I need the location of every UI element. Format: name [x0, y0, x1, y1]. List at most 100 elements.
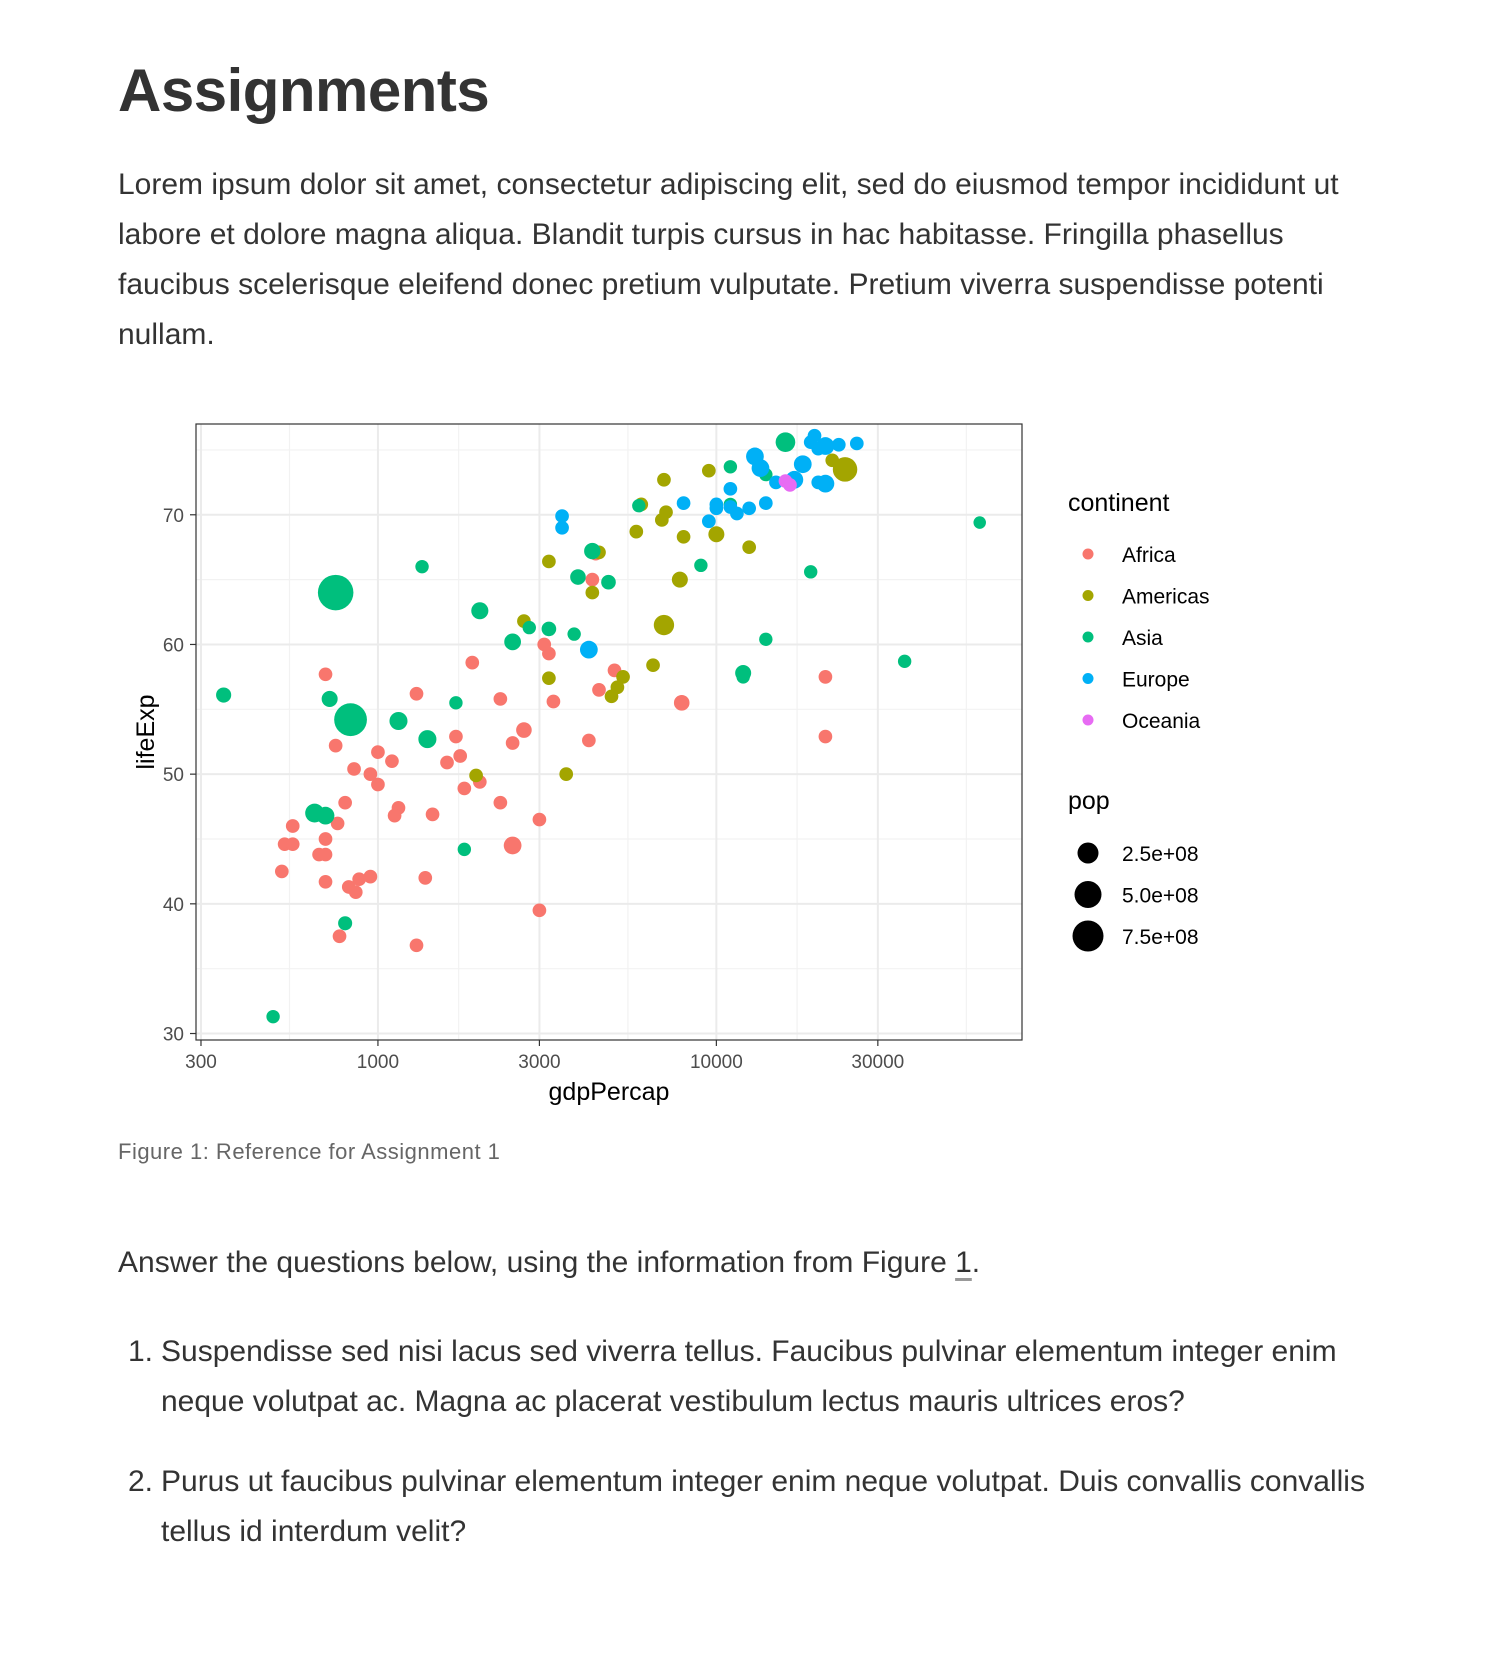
data-point-africa: [328, 738, 343, 753]
data-point-americas: [832, 457, 858, 482]
data-point-americas: [654, 513, 669, 527]
data-point-africa: [542, 646, 556, 661]
data-point-asia: [694, 558, 708, 573]
data-point-africa: [409, 938, 424, 953]
data-point-africa: [493, 795, 508, 810]
figure-1: 30 40 50 60 70 300 1000 3000 10000 30000 gdpPercap…: [118, 420, 1258, 1120]
legend-label-africa: Africa: [1122, 544, 1176, 567]
data-point-americas: [542, 671, 556, 686]
data-point-asia: [317, 574, 354, 611]
y-tick-label: 30: [163, 1025, 184, 1046]
data-point-asia: [541, 621, 557, 637]
data-point-africa: [318, 832, 333, 846]
data-point-asia: [759, 632, 773, 646]
y-tick-label: 40: [163, 895, 184, 916]
question-list: 1. Suspendisse sed nisi lacus sed viverr…: [118, 1327, 1388, 1587]
data-point-africa: [285, 837, 300, 852]
data-point-asia: [736, 670, 750, 684]
legend-size-key: [1072, 920, 1104, 952]
figure-reference-link[interactable]: 1: [955, 1246, 972, 1279]
data-point-africa: [371, 745, 385, 759]
plot-panel: [196, 424, 1022, 1040]
data-point-americas: [629, 524, 644, 539]
data-point-africa: [516, 722, 532, 738]
question-item: 2. Purus ut faucibus pulvinar elementum …: [118, 1457, 1388, 1557]
data-point-africa: [318, 874, 333, 889]
data-point-asia: [216, 687, 232, 703]
intro-paragraph: Lorem ipsum dolor sit amet, consectetur …: [118, 168, 1339, 351]
data-point-americas: [559, 767, 574, 781]
data-point-asia: [632, 498, 646, 513]
data-point-americas: [671, 571, 688, 588]
data-point-asia: [723, 460, 738, 474]
data-point-africa: [673, 695, 690, 711]
data-point-asia: [449, 696, 463, 710]
data-point-americas: [542, 554, 556, 569]
data-point-europe: [555, 520, 569, 535]
data-point-europe: [555, 509, 569, 523]
question-text: Suspendisse sed nisi lacus sed viverra t…: [161, 1335, 1337, 1418]
legend-key-europe: [1082, 673, 1094, 684]
x-tick-label: 3000: [518, 1052, 560, 1073]
data-point-asia: [897, 654, 912, 669]
data-point-americas: [585, 585, 600, 600]
y-axis-title: lifeExp: [132, 694, 160, 769]
data-point-americas: [742, 540, 757, 555]
question-number: 2.: [128, 1465, 154, 1498]
data-point-europe: [849, 436, 864, 451]
data-point-oceania: [778, 474, 793, 488]
data-point-africa: [385, 754, 399, 769]
data-point-asia: [338, 916, 353, 931]
legend-key-asia: [1082, 631, 1094, 643]
data-point-africa: [440, 755, 454, 770]
data-point-asia: [321, 690, 338, 707]
data-point-africa: [352, 872, 366, 887]
data-point-africa: [465, 655, 480, 670]
x-tick-label: 300: [185, 1052, 217, 1073]
data-point-asia: [334, 703, 367, 737]
x-tick-label: 30000: [851, 1052, 904, 1073]
legend-key-oceania: [1082, 714, 1094, 726]
data-point-africa: [330, 816, 345, 831]
data-point-africa: [582, 733, 596, 748]
data-point-asia: [584, 542, 601, 560]
data-point-africa: [449, 729, 463, 744]
data-point-africa: [532, 903, 547, 918]
data-point-africa: [453, 749, 468, 763]
instructions-after: .: [971, 1246, 981, 1279]
data-point-europe: [742, 501, 757, 516]
data-point-africa: [371, 777, 385, 792]
data-point-asia: [973, 516, 986, 529]
data-point-europe: [816, 437, 835, 455]
data-point-asia: [570, 569, 586, 585]
data-point-europe: [816, 474, 835, 493]
data-point-africa: [318, 667, 333, 682]
data-point-europe: [793, 455, 812, 474]
legend-size-key: [1077, 842, 1099, 864]
data-point-africa: [332, 929, 347, 944]
data-point-africa: [818, 729, 833, 744]
scatter-chart: 30 40 50 60 70 300 1000 3000 10000 30000 gdpPercap…: [132, 423, 1210, 1106]
data-point-asia: [457, 842, 472, 857]
data-point-africa: [409, 686, 424, 701]
data-point-europe: [807, 428, 822, 443]
data-point-africa: [425, 807, 440, 822]
legend-size-key: [1074, 881, 1102, 908]
page-title: Assignments: [118, 57, 490, 124]
data-point-asia: [471, 602, 489, 620]
data-point-europe: [579, 640, 598, 659]
data-point-africa: [493, 692, 508, 706]
plot-border: [195, 423, 1023, 1041]
data-point-europe: [723, 481, 738, 496]
legend-label-asia: Asia: [1122, 627, 1163, 650]
data-point-asia: [316, 806, 335, 825]
question-text: Purus ut faucibus pulvinar elementum int…: [161, 1465, 1365, 1548]
data-point-africa: [418, 871, 433, 885]
legend-key-africa: [1082, 548, 1094, 560]
data-point-africa: [318, 847, 333, 862]
data-point-americas: [646, 658, 660, 673]
data-point-asia: [567, 627, 581, 641]
data-point-africa: [363, 767, 378, 781]
figure-caption: Figure 1: Reference for Assignment 1: [118, 1139, 501, 1164]
data-point-asia: [415, 559, 429, 574]
